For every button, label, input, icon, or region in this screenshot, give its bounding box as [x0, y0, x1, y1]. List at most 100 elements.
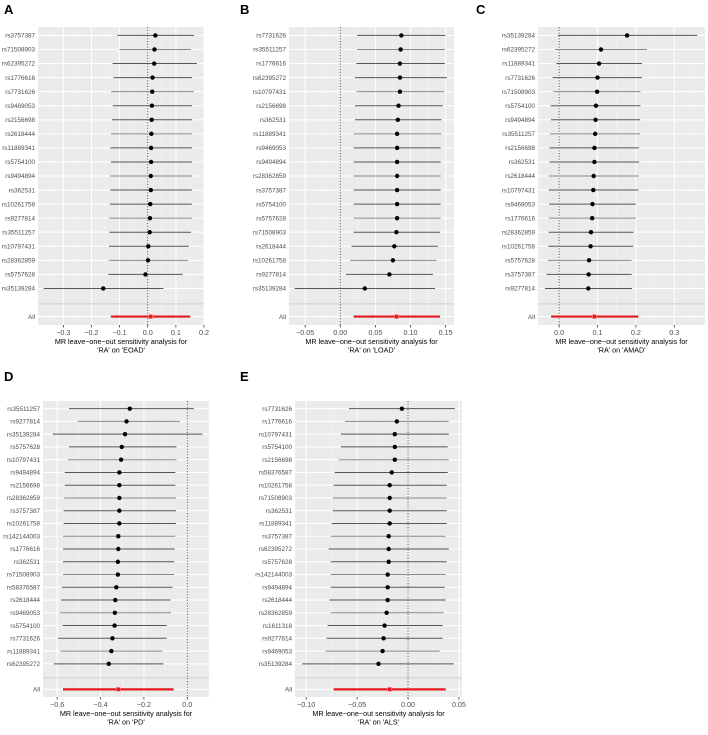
snp-label: rs9469053 — [256, 145, 286, 152]
overall-row: All — [528, 314, 639, 321]
snp-label: rs9277814 — [505, 286, 535, 293]
snp-row: rs3757387 — [262, 533, 446, 540]
snp-label: rs35511257 — [7, 406, 40, 413]
x-axis-label: 'RA' on 'ALS' — [358, 718, 400, 727]
estimate-point — [150, 75, 155, 80]
estimate-point — [149, 131, 154, 137]
overall-label: All — [28, 314, 35, 321]
snp-label: rs5757628 — [262, 559, 292, 566]
snp-row: rs2156698 — [256, 103, 443, 110]
snp-row: rs9469053 — [262, 648, 440, 655]
snp-row: rs71508903 — [259, 495, 447, 502]
estimate-point — [117, 508, 122, 513]
snp-row: rs71508903 — [502, 89, 641, 96]
x-axis-label: MR leave−one−out sensitivity analysis fo… — [555, 337, 688, 346]
x-tick-label: −0.10 — [297, 700, 315, 709]
estimate-point — [387, 521, 392, 526]
snp-row: rs62395272 — [7, 661, 164, 668]
estimate-point — [594, 89, 600, 94]
x-axis-label: MR leave−one−out sensitivity analysis fo… — [55, 337, 188, 346]
estimate-point — [146, 244, 151, 249]
estimate-point — [385, 572, 390, 577]
snp-label: rs3757387 — [505, 272, 535, 279]
snp-row: rs11889341 — [259, 521, 447, 528]
snp-label: rs7731626 — [262, 406, 292, 413]
snp-label: rs3757387 — [5, 33, 35, 40]
snp-row: rs3757387 — [5, 33, 195, 40]
estimate-point — [390, 258, 396, 263]
snp-label: rs9494894 — [5, 173, 35, 180]
snp-label: rs71508903 — [7, 572, 41, 579]
estimate-point — [386, 534, 391, 539]
snp-label: rs2156698 — [5, 117, 35, 124]
snp-row: rs35511257 — [2, 229, 192, 236]
snp-row: rs3757387 — [256, 187, 441, 194]
x-tick-label: 0.3 — [669, 328, 679, 337]
estimate-point — [392, 431, 397, 437]
snp-row: rs11889341 — [253, 131, 442, 138]
snp-row: rs2618444 — [505, 173, 639, 180]
snp-row: rs9494894 — [5, 173, 192, 180]
x-tick-label: 0.2 — [199, 328, 209, 337]
estimate-point — [595, 75, 600, 80]
estimate-point — [398, 47, 403, 52]
snp-row: rs2156698 — [10, 482, 176, 489]
snp-row: rs1776616 — [10, 546, 175, 553]
snp-label: rs11889341 — [253, 131, 286, 138]
snp-row: rs2618444 — [256, 243, 438, 250]
snp-row: rs58376587 — [7, 584, 173, 591]
snp-row: rs28362859 — [253, 173, 441, 180]
snp-label: rs5754100 — [5, 159, 35, 166]
estimate-point — [586, 258, 592, 263]
snp-row: rs9494894 — [256, 159, 441, 166]
estimate-point — [394, 230, 399, 235]
snp-label: rs362531 — [9, 187, 36, 194]
snp-row: rs7731626 — [10, 636, 167, 643]
snp-row: rs2618444 — [10, 597, 171, 604]
snp-label: rs5754100 — [10, 623, 40, 630]
snp-row: rs9277814 — [5, 215, 192, 222]
snp-row: rs35139284 — [502, 33, 698, 40]
snp-label: rs58376587 — [7, 584, 41, 591]
snp-row: rs1776616 — [262, 419, 449, 426]
snp-label: rs362531 — [260, 117, 287, 124]
snp-row: rs35511257 — [502, 131, 641, 138]
snp-row: rs3757387 — [10, 508, 177, 515]
snp-row: rs28362859 — [7, 495, 177, 502]
snp-row: rs62395272 — [2, 61, 197, 68]
estimate-point — [110, 636, 115, 641]
x-tick-label: −0.3 — [56, 328, 70, 337]
snp-label: rs62395272 — [2, 61, 36, 68]
snp-row: rs28362859 — [502, 229, 634, 236]
snp-row: rs2618444 — [262, 597, 446, 604]
snp-row: rs58376587 — [259, 470, 448, 477]
snp-row: rs5754100 — [5, 159, 193, 166]
estimate-point — [592, 145, 597, 151]
snp-row: rs9494894 — [262, 584, 445, 591]
panel-letter-a: A — [4, 2, 14, 17]
snp-label: rs71508903 — [259, 495, 293, 502]
estimate-point — [394, 131, 400, 137]
x-tick-label: −0.2 — [84, 328, 98, 337]
estimate-point — [394, 159, 400, 165]
snp-row: rs10797431 — [502, 187, 639, 194]
overall-label: All — [528, 314, 535, 321]
estimate-point — [592, 159, 597, 165]
snp-row: rs2156698 — [5, 117, 193, 124]
snp-label: rs9469053 — [5, 103, 35, 110]
estimate-point — [152, 47, 157, 52]
snp-row: rs71508903 — [7, 572, 175, 579]
snp-row: rs362531 — [266, 508, 447, 515]
estimate-point — [150, 89, 155, 94]
snp-label: rs9277814 — [256, 272, 286, 279]
snp-row: rs5757628 — [505, 258, 632, 265]
estimate-point — [586, 286, 591, 291]
x-tick-label: 0.05 — [452, 700, 466, 709]
snp-row: rs362531 — [509, 159, 639, 166]
x-tick-label: 0.00 — [333, 328, 347, 337]
snp-row: rs10261758 — [253, 258, 437, 265]
snp-row: rs10797431 — [253, 89, 445, 96]
estimate-point — [148, 173, 154, 179]
x-tick-label: 0.00 — [401, 700, 415, 709]
